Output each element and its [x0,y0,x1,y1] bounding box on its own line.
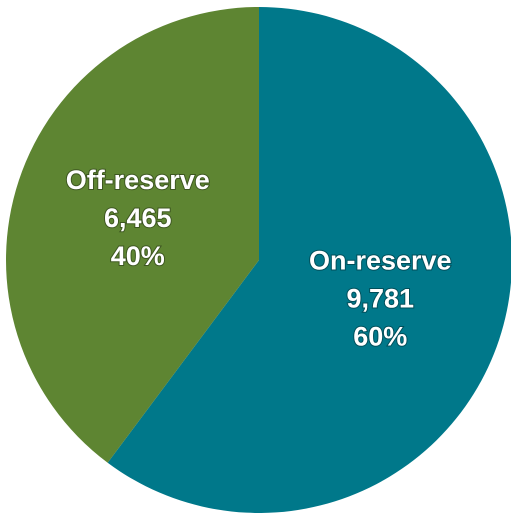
slice-label-off-reserve: Off-reserve [66,165,210,195]
slice-percent-off-reserve: 40% [111,241,165,271]
slice-value-on-reserve: 9,781 [346,283,414,313]
pie-labels: On-reserve 9,781 60% Off-reserve 6,465 40% [65,164,453,353]
pie-slice-off-reserve [6,7,259,463]
pie-slice-on-reserve [107,7,511,513]
slice-value-off-reserve: 6,465 [104,203,172,233]
pie-slices [6,7,511,513]
slice-percent-on-reserve: 60% [353,321,407,351]
slice-label-on-reserve: On-reserve [309,245,452,275]
